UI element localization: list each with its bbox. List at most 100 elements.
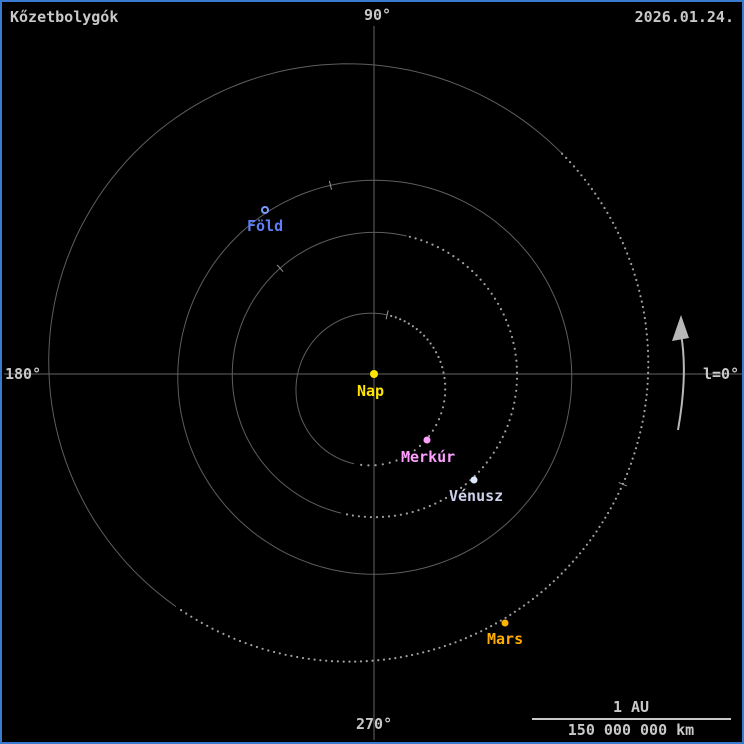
- venus-orbit-dot: [514, 353, 517, 356]
- mars-orbit-dot: [631, 268, 635, 271]
- mars-orbit-dot: [290, 654, 293, 658]
- mars-orbit-dot: [216, 630, 219, 633]
- mars-orbit-dot: [325, 659, 328, 662]
- mars-orbit-dot: [645, 333, 648, 336]
- planet-label-venus: Vénusz: [449, 487, 504, 505]
- mars-orbit-dot: [646, 382, 649, 385]
- venus-orbit-dot: [508, 419, 511, 422]
- mercury-orbit-dot: [432, 346, 435, 349]
- mercury-orbit-dot: [441, 406, 445, 409]
- venus-orbit-dot: [513, 347, 516, 350]
- mars-orbit-dot: [449, 643, 452, 646]
- mars-orbit-dot: [645, 393, 648, 396]
- mars-orbit-dot: [185, 612, 188, 615]
- mars-orbit-dot: [544, 587, 547, 590]
- mars-orbit-dot: [485, 627, 488, 630]
- mars-orbit-dot: [626, 252, 629, 255]
- mars-orbit-dot: [348, 660, 351, 663]
- mars-orbit-dot: [504, 616, 507, 619]
- mars-orbit-dot: [639, 431, 642, 434]
- venus-orbit-dot: [495, 446, 499, 449]
- mars-orbit-dot: [647, 355, 650, 358]
- mars-orbit-dot: [469, 634, 473, 638]
- mercury-orbit-dot: [413, 449, 416, 452]
- mars-orbit-dot: [480, 630, 483, 633]
- mars-orbit-dot: [611, 221, 615, 224]
- mars-orbit-dot: [580, 174, 583, 177]
- mars-orbit-dot: [342, 660, 345, 663]
- venus-orbit-dot: [471, 269, 474, 273]
- mars-orbit-dot: [646, 377, 650, 380]
- mars-orbit-dot: [564, 568, 567, 571]
- mars-orbit-dot: [200, 621, 203, 625]
- planet-dot-mars: [501, 619, 509, 627]
- venus-orbit-dot: [431, 243, 434, 246]
- mars-orbit-dot: [438, 646, 441, 649]
- venus-orbit-dot: [515, 359, 518, 362]
- mars-orbit-dot: [371, 659, 374, 662]
- mars-orbit-dot: [614, 226, 617, 229]
- venus-orbit-dot: [479, 278, 482, 281]
- venus-orbit-dot: [363, 515, 366, 518]
- venus-orbit-dot: [466, 265, 469, 269]
- mars-orbit-dot: [454, 641, 457, 644]
- mercury-orbit-dot: [411, 325, 414, 328]
- mars-orbit-dot: [646, 338, 649, 341]
- venus-orbit-dot: [515, 371, 519, 374]
- mercury-orbit-dot: [394, 316, 397, 319]
- mars-orbit-dot: [273, 650, 276, 654]
- sun-label: Nap: [357, 382, 385, 400]
- venus-orbit-dot: [417, 509, 420, 512]
- venus-orbit-dot: [393, 514, 397, 517]
- mars-orbit-dot: [222, 632, 225, 636]
- mars-orbit-dot: [614, 497, 618, 500]
- mars-orbit-dot: [621, 242, 625, 245]
- venus-orbit-dot: [510, 413, 513, 416]
- planet-label-earth: Föld: [247, 217, 284, 235]
- venus-orbit-dot: [387, 515, 391, 518]
- mercury-orbit-dot: [437, 418, 441, 421]
- mars-orbit-dot: [284, 653, 287, 656]
- mars-orbit-dot: [594, 192, 597, 195]
- venus-orbit-dot: [399, 513, 402, 516]
- mars-orbit-dot: [330, 660, 334, 663]
- mars-orbit-perihelion-tick: [618, 481, 628, 487]
- mars-orbit-dot: [628, 257, 631, 260]
- mars-orbit-dot: [595, 530, 598, 533]
- mars-orbit-dot: [394, 657, 397, 660]
- mercury-orbit-dot: [429, 342, 432, 345]
- mars-orbit-dot: [644, 399, 648, 402]
- mars-orbit-dot: [560, 572, 563, 575]
- mercury-orbit-dot: [442, 371, 445, 374]
- mars-orbit-dot: [388, 657, 391, 661]
- venus-orbit-dot: [515, 389, 518, 392]
- mars-orbit-dot: [307, 657, 310, 660]
- axis-label-270: 270°: [356, 715, 393, 733]
- mars-orbit-dot: [624, 477, 627, 480]
- mars-orbit-dot: [626, 472, 629, 475]
- scale-bar-au-label: 1 AU: [612, 698, 650, 716]
- mars-orbit-dot: [233, 637, 236, 640]
- mercury-orbit-dot: [435, 423, 438, 427]
- mars-orbit-dot: [583, 178, 587, 181]
- mercury-orbit-dot: [431, 429, 434, 432]
- planet-dot-mercury: [423, 436, 431, 444]
- mars-orbit-dot: [646, 349, 650, 352]
- mars-orbit-dot: [531, 597, 535, 601]
- planet-label-mars: Mars: [487, 630, 524, 648]
- mars-orbit-dot: [459, 639, 462, 642]
- mercury-orbit-dot: [443, 394, 447, 397]
- venus-orbit-dot: [483, 283, 486, 286]
- mars-orbit-dot: [609, 507, 612, 510]
- mars-orbit-dot: [640, 426, 643, 429]
- mars-orbit-dot: [630, 262, 633, 266]
- mars-orbit-dot: [603, 206, 606, 210]
- mercury-orbit-dot: [443, 400, 446, 403]
- venus-orbit-dot: [501, 435, 504, 438]
- mars-orbit-dot: [590, 187, 594, 191]
- mars-orbit-dot: [633, 452, 636, 455]
- venus-orbit-dot: [512, 341, 515, 344]
- venus-orbit-dot: [411, 510, 414, 514]
- mars-orbit-dot: [642, 311, 646, 314]
